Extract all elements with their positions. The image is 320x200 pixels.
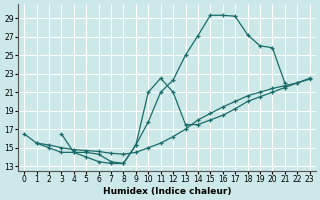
X-axis label: Humidex (Indice chaleur): Humidex (Indice chaleur) <box>103 187 231 196</box>
